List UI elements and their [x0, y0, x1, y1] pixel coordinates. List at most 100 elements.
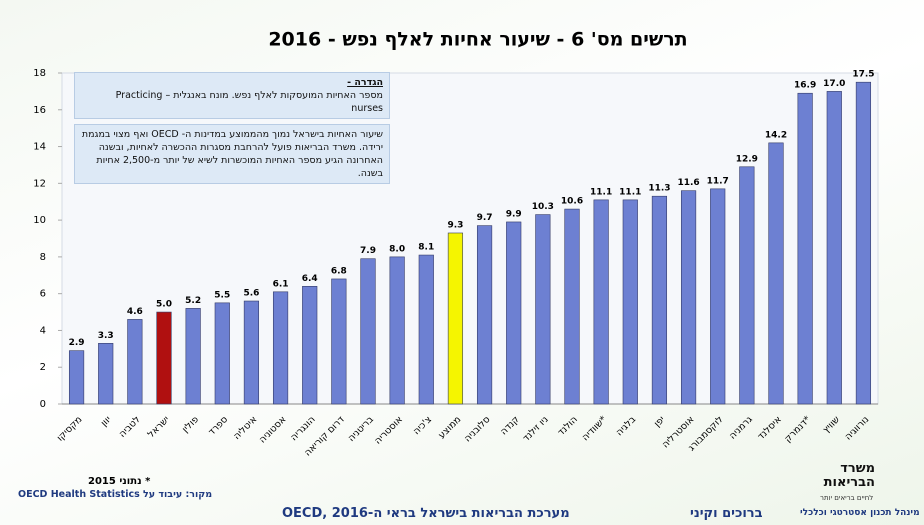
value-label: 17.5 — [852, 70, 874, 80]
y-tick-label: 18 — [33, 68, 46, 79]
x-tick-label: קנדה — [498, 414, 521, 437]
value-label: 9.3 — [447, 220, 463, 230]
bar — [331, 278, 347, 405]
bar — [272, 291, 289, 405]
value-label: 11.6 — [677, 178, 699, 188]
value-label: 8.0 — [389, 244, 405, 254]
x-tick-label: איטליה — [231, 414, 259, 442]
x-tick-label: שוודיה* — [580, 414, 609, 443]
value-label: 11.7 — [707, 176, 729, 186]
bar — [389, 256, 405, 405]
value-label: 10.6 — [561, 197, 583, 207]
bar — [826, 91, 842, 405]
bar — [98, 343, 114, 405]
logo-subtitle: לחיים בריאים יותר — [820, 494, 874, 502]
bar — [68, 350, 85, 405]
x-tick-label: לטביה — [117, 414, 143, 440]
value-label: 6.8 — [331, 266, 347, 276]
value-label: 12.9 — [736, 154, 758, 164]
bar — [447, 232, 464, 405]
x-tick-label: פולין — [180, 414, 201, 435]
x-tick-label: בלגיה — [614, 414, 638, 438]
definition-text: מספר האחיות המועסקות לאלף נפש. מונח באנג… — [115, 90, 383, 114]
footer-center: מערכת הבריאות בישראל בראי ה-OECD, 2016 — [282, 506, 570, 521]
x-tick-label: סלובניה — [462, 414, 492, 444]
x-tick-label: שוויץ — [821, 414, 843, 436]
department: מינהל תכנון אסטרטגי וכלכלי — [800, 508, 920, 518]
definition-box: הגדרה - מספר האחיות המועסקות לאלף נפש. מ… — [74, 72, 390, 119]
value-label: 11.1 — [590, 187, 612, 197]
x-tick-label: מקסיקו — [55, 414, 85, 444]
y-tick-label: 10 — [33, 215, 46, 226]
x-tick-label: יוון — [99, 414, 114, 429]
value-label: 5.5 — [214, 290, 230, 300]
value-label: 11.3 — [648, 184, 670, 194]
value-label: 5.2 — [185, 296, 201, 306]
x-tick-label: דנמרק* — [782, 414, 813, 445]
value-label: 7.9 — [360, 246, 376, 256]
bar — [302, 286, 318, 405]
bar — [622, 199, 638, 405]
x-tick-label: איסלנד — [756, 414, 784, 442]
value-label: 11.1 — [619, 187, 641, 197]
x-tick-label: אוסטריה — [373, 414, 406, 447]
x-tick-label: ניו זילנד — [521, 414, 551, 444]
x-tick-label: אסטוניה — [257, 414, 288, 445]
bar — [739, 166, 755, 405]
x-tick-label: צ'כיה — [411, 414, 434, 437]
bar — [535, 214, 551, 405]
bar — [418, 254, 434, 405]
y-tick-label: 6 — [40, 289, 46, 300]
x-tick-label: נורווגיה — [843, 414, 871, 442]
value-label: 3.3 — [98, 331, 114, 341]
value-label: 9.9 — [506, 209, 522, 219]
value-label: 2.9 — [69, 338, 85, 348]
value-label: 4.6 — [127, 307, 143, 317]
value-label: 10.3 — [532, 202, 554, 212]
source: מקור: עיבוד על OECD Health Statistics — [18, 489, 213, 500]
y-tick-label: 12 — [33, 178, 46, 189]
y-tick-label: 14 — [33, 142, 46, 153]
bar — [855, 81, 872, 405]
value-label: 9.7 — [477, 213, 493, 223]
x-tick-label: בריטניה — [346, 414, 376, 444]
x-tick-label: יפן — [652, 414, 667, 429]
footnote: * נתוני 2015 — [88, 476, 151, 487]
value-label: 17.0 — [823, 79, 845, 89]
value-label: 6.4 — [302, 274, 318, 284]
bar — [185, 308, 201, 405]
x-tick-label: ממוצע — [436, 414, 463, 441]
bar — [651, 195, 668, 405]
bar — [156, 311, 172, 405]
plot-area — [61, 72, 879, 405]
chart-title: תרשים מס' 6 - שיעור אחיות לאלף נפש - 201… — [268, 29, 687, 51]
x-tick-label: ספרד — [206, 414, 230, 438]
note-text: שיעור האחיות בישראל נמוך מהממוצע במדינות… — [81, 129, 383, 179]
value-label: 6.1 — [273, 279, 289, 289]
bar — [360, 258, 376, 405]
note-box: שיעור האחיות בישראל נמוך מהממוצע במדינות… — [74, 124, 390, 184]
y-tick-label: 16 — [33, 105, 46, 116]
bar — [768, 142, 784, 405]
y-tick-label: 0 — [40, 399, 46, 410]
y-tick-label: 8 — [40, 252, 46, 263]
definition-heading: הגדרה - — [347, 77, 383, 88]
bar — [506, 221, 522, 405]
x-tick-label: הולנד — [556, 414, 580, 438]
y-tick-label: 2 — [40, 362, 46, 373]
bar — [593, 199, 609, 405]
y-tick-label: 4 — [40, 325, 46, 336]
footer-right: ברוכים וקיני — [690, 506, 763, 521]
value-label: 5.0 — [156, 300, 172, 310]
bar — [127, 319, 143, 405]
value-label: 16.9 — [794, 81, 816, 91]
bar — [243, 300, 260, 405]
bar — [680, 190, 697, 405]
bar — [710, 188, 726, 405]
logo-title: משרד הבריאות — [823, 461, 875, 490]
value-label: 14.2 — [765, 130, 787, 140]
value-label: 5.6 — [243, 289, 259, 299]
x-tick-label: גרמניה — [727, 414, 755, 442]
